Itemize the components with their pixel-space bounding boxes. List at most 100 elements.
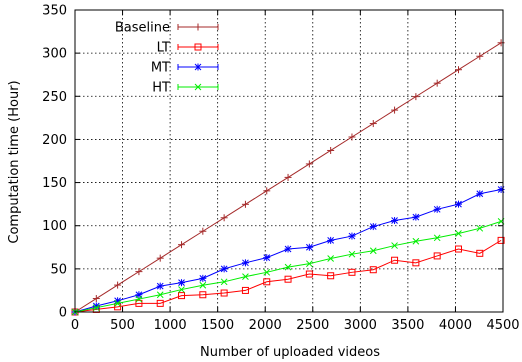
- data-point-lt: [454, 245, 462, 253]
- data-point-baseline: [348, 133, 356, 141]
- data-point-lt: [497, 236, 505, 244]
- x-tick-label: 0: [71, 318, 79, 333]
- series-line-lt: [74, 239, 502, 313]
- data-point-lt: [199, 291, 207, 299]
- legend-entry-lt: LT: [157, 41, 219, 56]
- data-point-lt: [305, 270, 313, 278]
- legend-entry-baseline: Baseline: [115, 21, 219, 36]
- data-point-baseline: [391, 106, 399, 114]
- data-point-baseline: [412, 93, 420, 101]
- data-point-lt: [263, 278, 271, 286]
- data-point-ht: [284, 263, 292, 271]
- data-point-baseline: [327, 146, 335, 154]
- data-point-lt: [391, 256, 399, 264]
- data-point-mt: [348, 232, 356, 240]
- grid-layer: [75, 10, 503, 312]
- data-point-mt: [369, 223, 377, 231]
- legend: Baseline LT MT HT: [115, 21, 219, 96]
- series-ht: [71, 218, 505, 316]
- data-point-baseline: [263, 187, 271, 195]
- y-tick-label: 150: [42, 176, 67, 191]
- data-point-lt: [348, 268, 356, 276]
- data-point-mt: [220, 265, 228, 273]
- data-point-mt: [305, 243, 313, 251]
- data-point-baseline: [92, 295, 100, 303]
- data-point-mt: [391, 217, 399, 225]
- legend-label: HT: [152, 81, 170, 96]
- x-tick-label: 3000: [344, 318, 377, 333]
- data-point-mt: [156, 282, 164, 290]
- x-tick-label: 1500: [201, 318, 234, 333]
- plot-frame: [74, 9, 504, 313]
- y-axis-title: Computation time (Hour): [7, 80, 22, 243]
- data-point-baseline: [454, 66, 462, 74]
- data-point-ht: [391, 242, 398, 249]
- data-point-ht: [178, 286, 185, 293]
- data-point-lt: [284, 275, 292, 283]
- x-tick-label: 1000: [154, 318, 187, 333]
- data-point-lt: [135, 299, 143, 307]
- data-point-mt: [241, 259, 249, 267]
- data-point-mt: [178, 279, 186, 287]
- data-point-ht: [476, 224, 484, 232]
- data-point-baseline: [114, 281, 122, 289]
- x-tick-label: 3500: [391, 318, 424, 333]
- data-point-baseline: [369, 120, 377, 128]
- data-point-lt: [327, 272, 335, 280]
- data-point-mt: [476, 190, 484, 198]
- y-tick-label: 300: [42, 47, 67, 62]
- data-point-ht: [199, 281, 207, 289]
- data-point-baseline: [135, 268, 143, 276]
- y-tick-label: 350: [42, 4, 67, 19]
- data-point-ht: [412, 237, 420, 245]
- data-point-baseline: [178, 241, 186, 249]
- data-point-ht: [156, 291, 164, 299]
- data-point-lt: [369, 266, 377, 274]
- data-point-ht: [242, 273, 249, 280]
- data-point-mt: [497, 185, 505, 193]
- data-point-ht: [455, 230, 462, 237]
- data-point-lt: [433, 252, 441, 260]
- data-point-baseline: [305, 160, 313, 168]
- y-tick-label: 0: [59, 306, 67, 321]
- data-point-ht: [369, 247, 377, 255]
- data-point-ht: [263, 268, 271, 276]
- data-point-mt: [199, 274, 207, 282]
- legend-label: LT: [157, 41, 170, 56]
- data-point-baseline: [433, 79, 441, 87]
- series-mt: [71, 185, 505, 316]
- data-point-lt: [220, 289, 228, 297]
- legend-entry-mt: MT: [151, 61, 219, 76]
- x-tick-label: 500: [110, 318, 135, 333]
- data-point-ht: [92, 304, 100, 312]
- x-axis-title: Number of uploaded videos: [200, 345, 380, 360]
- legend-marker: [194, 43, 202, 51]
- data-point-lt: [156, 299, 164, 307]
- data-point-lt: [476, 249, 484, 257]
- data-point-baseline: [241, 200, 249, 208]
- data-point-lt: [178, 292, 186, 300]
- data-point-baseline: [156, 254, 164, 262]
- legend-marker: [194, 83, 202, 91]
- data-point-baseline: [220, 214, 228, 222]
- data-point-ht: [348, 250, 356, 258]
- data-point-mt: [412, 213, 420, 221]
- data-point-mt: [284, 245, 292, 253]
- legend-marker: [194, 63, 202, 71]
- tick-layer: 0 500 1000 1500 2000 2500 3000 3500 4000 4500 0 50 1…: [42, 4, 519, 334]
- x-tick-label: 4500: [486, 318, 519, 333]
- series-baseline: [71, 39, 505, 316]
- data-point-baseline: [199, 227, 207, 235]
- data-point-lt: [241, 286, 249, 294]
- legend-entry-ht: HT: [152, 81, 219, 96]
- data-point-baseline: [476, 52, 484, 60]
- x-tick-label: 2000: [249, 318, 282, 333]
- data-point-lt: [412, 259, 420, 267]
- data-point-ht: [306, 260, 313, 268]
- data-point-mt: [433, 205, 441, 213]
- x-tick-label: 2500: [296, 318, 329, 333]
- data-point-ht: [135, 295, 143, 303]
- data-point-mt: [263, 254, 271, 262]
- data-point-baseline: [284, 173, 292, 181]
